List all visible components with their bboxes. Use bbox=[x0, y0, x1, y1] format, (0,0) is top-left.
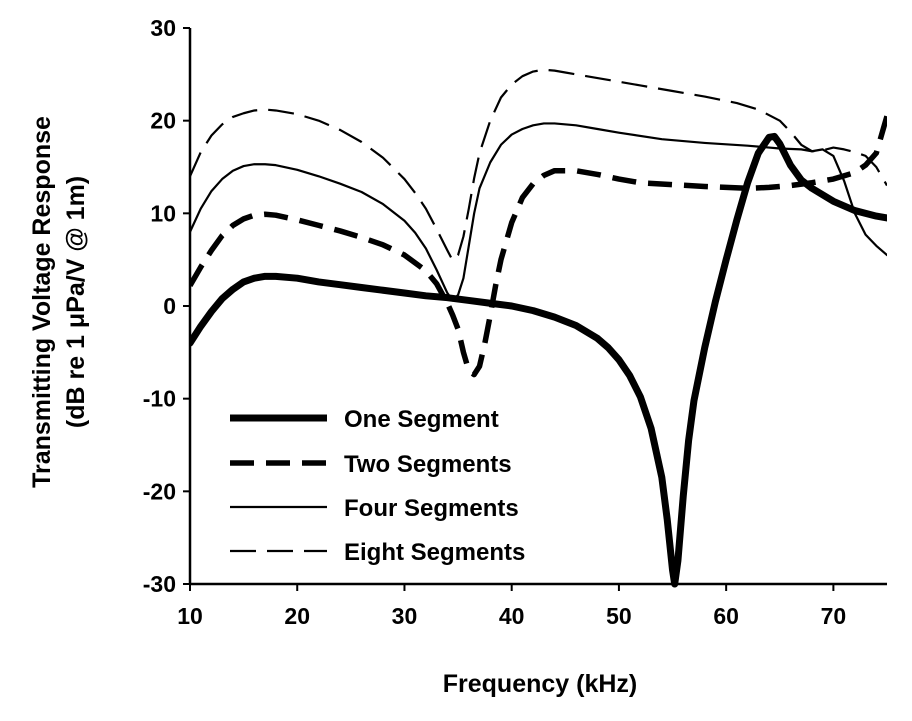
x-axis-title: Frequency (kHz) bbox=[443, 670, 637, 698]
y-tick-label: 20 bbox=[150, 108, 176, 134]
legend-label-eight-segments: Eight Segments bbox=[344, 539, 525, 566]
y-tick-label: -10 bbox=[143, 386, 176, 412]
x-tick-label: 50 bbox=[606, 603, 632, 629]
series-line-four-segments bbox=[190, 122, 887, 302]
x-tick-label: 40 bbox=[499, 603, 525, 629]
legend-label-two-segments: Two Segments bbox=[344, 451, 512, 478]
x-tick-label: 20 bbox=[284, 603, 310, 629]
series-line-one-segment bbox=[190, 132, 887, 588]
y-axis-title-line1: Transmitting Voltage Response bbox=[28, 116, 56, 488]
y-tick-label: -30 bbox=[143, 571, 176, 597]
y-axis-title-line2: (dB re 1 μPa/V @ 1m) bbox=[62, 176, 90, 428]
plot-area bbox=[190, 68, 887, 588]
x-tick-label: 70 bbox=[821, 603, 847, 629]
y-tick-label: 30 bbox=[150, 15, 176, 41]
legend-label-one-segment: One Segment bbox=[344, 406, 499, 433]
x-tick-label: 30 bbox=[392, 603, 418, 629]
y-tick-label: 0 bbox=[163, 293, 176, 319]
plot-frame bbox=[188, 28, 887, 586]
x-tick-label: 10 bbox=[177, 603, 203, 629]
y-tick-label: 10 bbox=[150, 200, 176, 226]
series-line-eight-segments bbox=[190, 68, 887, 262]
x-tick-label: 60 bbox=[713, 603, 739, 629]
y-tick-label: -20 bbox=[143, 478, 176, 504]
axes: -30 -20 -10 0 10 20 30 10 20 30 40 50 60 70 bbox=[143, 15, 846, 629]
series-line-two-segments bbox=[190, 115, 887, 378]
legend-label-four-segments: Four Segments bbox=[344, 495, 519, 522]
legend: One Segment Two Segments Four Segments Eigh… bbox=[230, 406, 525, 566]
